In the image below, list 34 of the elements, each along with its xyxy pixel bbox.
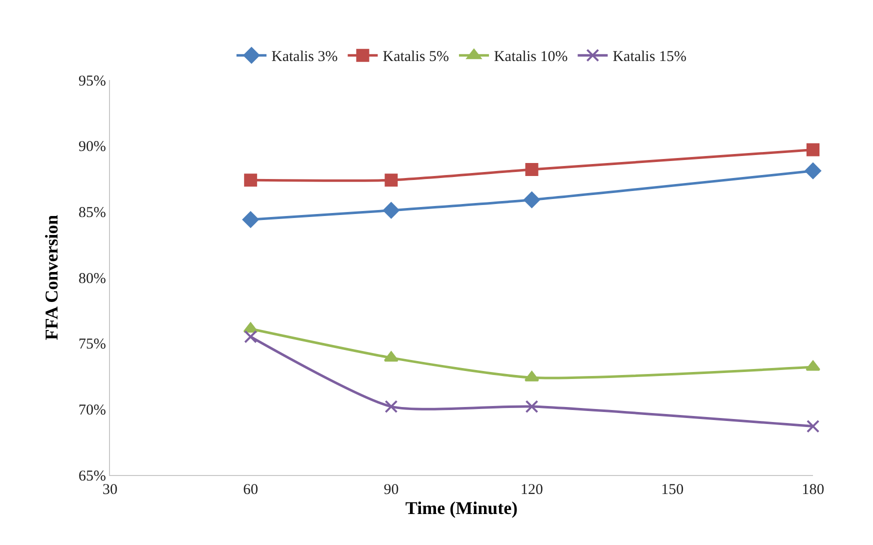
point — [384, 351, 399, 362]
point — [243, 322, 258, 333]
x-tick-label: 120 — [520, 482, 544, 498]
y-tick-label: 90% — [78, 139, 106, 156]
point — [244, 330, 258, 344]
y-tick-label: 75% — [78, 336, 106, 353]
y-tick-label: 85% — [78, 204, 106, 221]
x-tick-label: 30 — [102, 482, 118, 498]
y-tick-label: 95% — [78, 73, 106, 90]
point — [806, 420, 820, 433]
point — [384, 174, 398, 187]
x-tick-label: 60 — [243, 482, 258, 498]
point — [525, 163, 538, 176]
legend-label: Katalis 10% — [494, 49, 568, 66]
x-tick-label: 180 — [802, 482, 824, 498]
x-tick-label: 150 — [661, 482, 684, 498]
y-tick-label: 65% — [78, 468, 106, 484]
point — [244, 174, 258, 187]
point — [384, 400, 398, 414]
point — [524, 192, 540, 208]
point — [242, 211, 259, 228]
point — [383, 202, 400, 218]
point — [804, 162, 822, 179]
point — [525, 400, 538, 414]
x-axis-title: Time (Minute) — [405, 498, 518, 518]
y-axis-title: FFA Conversion — [42, 214, 62, 340]
y-tick-label: 70% — [78, 402, 106, 418]
point — [806, 360, 820, 371]
x-tick-label: 90 — [384, 482, 399, 498]
legend-label: Katalis 5% — [382, 49, 449, 66]
y-tick-label: 80% — [78, 270, 106, 287]
point — [806, 143, 820, 156]
legend-label: Katalis 3% — [272, 49, 338, 66]
legend-label: Katalis 15% — [612, 49, 686, 66]
